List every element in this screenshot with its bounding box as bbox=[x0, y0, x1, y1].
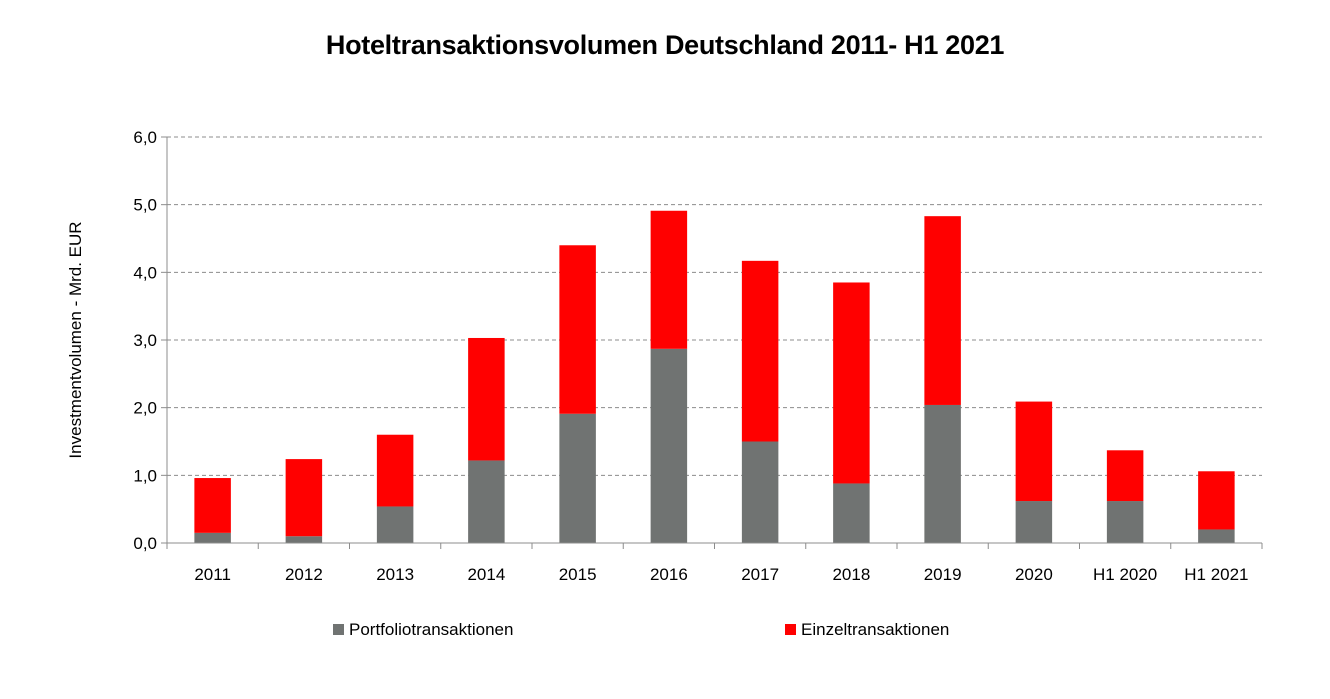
y-tick-label: 0,0 bbox=[133, 534, 157, 553]
x-tick-label: 2012 bbox=[285, 565, 323, 584]
legend-label: Portfoliotransaktionen bbox=[349, 620, 513, 639]
x-tick-label: 2014 bbox=[467, 565, 505, 584]
gridlines bbox=[167, 136, 1262, 476]
legend-label: Einzeltransaktionen bbox=[801, 620, 949, 639]
bar-portfolio-2012 bbox=[285, 536, 323, 543]
bar-einzel-2020 bbox=[1015, 401, 1053, 502]
bar-einzel-2016 bbox=[650, 210, 688, 349]
x-tick-label: H1 2021 bbox=[1184, 565, 1248, 584]
bar-einzel-2014 bbox=[468, 337, 505, 461]
bar-portfolio-2011 bbox=[194, 532, 231, 543]
y-tick-label: 3,0 bbox=[133, 331, 157, 350]
bar-einzel-2011 bbox=[194, 478, 231, 533]
bar-portfolio-2015 bbox=[559, 413, 596, 543]
x-tick-label: 2015 bbox=[559, 565, 597, 584]
x-tick-label: 2018 bbox=[832, 565, 870, 584]
bar-einzel-2015 bbox=[559, 245, 596, 414]
x-tick-label: 2019 bbox=[924, 565, 962, 584]
y-tick-label: 2,0 bbox=[133, 399, 157, 418]
y-axis-label: Investmentvolumen - Mrd. EUR bbox=[66, 221, 85, 458]
bar-einzel-2017 bbox=[741, 260, 779, 442]
x-tick-label: 2016 bbox=[650, 565, 688, 584]
bar-portfolio-2018 bbox=[833, 483, 870, 543]
y-tick-label: 1,0 bbox=[133, 466, 157, 485]
legend: Portfoliotransaktionen Einzeltransaktione… bbox=[333, 620, 949, 639]
x-tick-label: H1 2020 bbox=[1093, 565, 1157, 584]
y-tick-labels: 0,0 1,0 2,0 3,0 4,0 5,0 6,0 bbox=[133, 128, 157, 553]
bar-portfolio-2017 bbox=[741, 441, 779, 543]
bar-einzel-h1-2021 bbox=[1198, 471, 1235, 530]
bar-einzel-2012 bbox=[285, 459, 323, 537]
bar-portfolio-2013 bbox=[376, 506, 414, 543]
chart-title: Hoteltransaktionsvolumen Deutschland 201… bbox=[325, 30, 1005, 60]
x-tick-labels: 2011 2012 2013 2014 2015 2016 2017 2018 2019 2020… bbox=[194, 565, 1248, 584]
bar-portfolio-2016 bbox=[650, 348, 688, 543]
legend-swatch bbox=[333, 624, 344, 635]
x-tick-label: 2017 bbox=[741, 565, 779, 584]
bar-portfolio-2019 bbox=[924, 404, 961, 543]
bar-einzel-2018 bbox=[833, 282, 870, 484]
bar-einzel-h1-2020 bbox=[1106, 450, 1144, 502]
y-tick-label: 5,0 bbox=[133, 196, 157, 215]
axes bbox=[161, 136, 1263, 549]
y-tick-label: 4,0 bbox=[133, 263, 157, 282]
x-tick-label: 2020 bbox=[1015, 565, 1053, 584]
bar-portfolio-2014 bbox=[468, 460, 505, 543]
x-tick-label: 2011 bbox=[194, 565, 231, 584]
bar-portfolio-2020 bbox=[1015, 501, 1053, 543]
bar-einzel-2013 bbox=[376, 434, 414, 507]
bar-portfolio-h1-2020 bbox=[1106, 501, 1144, 543]
bar-portfolio-h1-2021 bbox=[1198, 529, 1235, 543]
legend-swatch bbox=[785, 624, 796, 635]
y-tick-label: 6,0 bbox=[133, 128, 157, 147]
bars bbox=[194, 210, 1235, 543]
bar-einzel-2019 bbox=[924, 216, 961, 405]
x-tick-label: 2013 bbox=[376, 565, 414, 584]
